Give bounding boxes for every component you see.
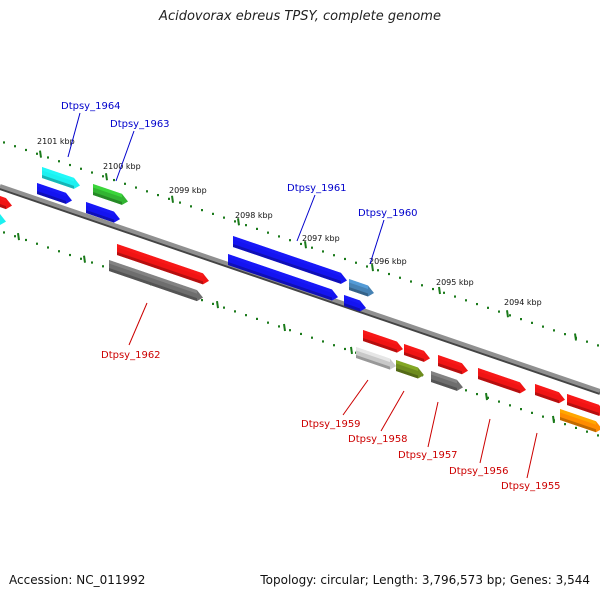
gene-arrow-dtpsy-1957-shadow [431,379,457,391]
gene-arrow-left-edge-red-highlight [0,196,6,202]
major-tick [83,255,86,263]
major-tick [350,346,353,355]
gene-arrow-dtpsy-1957-highlight [431,371,457,384]
gene-arrow-blue-b-shadow [86,210,114,223]
gene-arrow-red-f-highlight [567,394,599,409]
kbp-label-2100: 2100 kbp [103,162,141,171]
gene-arrow-gray-long-highlight [109,260,197,294]
gene-arrow-dtpsy-1955-highlight [560,409,596,425]
gene-label-dtpsy-1964[interactable]: Dtpsy_1964 [61,101,121,112]
gene-arrow-gray-long-shadow [109,268,197,302]
major-tick [506,310,509,318]
gene-arrow-red-d-highlight [478,368,520,386]
kbp-label-2098: 2098 kbp [235,211,273,220]
leader-line [296,194,316,242]
kbp-label-2101: 2101 kbp [37,137,75,146]
major-tick [39,150,42,158]
gene-arrow-red-c-highlight [438,355,462,367]
leader-line [380,390,405,432]
gene-arrow-dtpsy-1955-shadow [560,417,596,433]
accession-label: Accession: NC_011992 [9,573,146,587]
leader-line [369,219,385,265]
kbp-label-2099: 2099 kbp [169,186,207,195]
kbp-label-2095: 2095 kbp [436,278,474,287]
major-tick [105,173,108,181]
gene-arrow-dtpsy-1959-shadow [356,355,390,370]
gene-arrow-red-c-shadow [438,363,462,375]
kbp-label-2094: 2094 kbp [504,298,542,307]
gene-arrow-dtpsy-1961-highlight [233,236,341,277]
gene-arrow-dtpsy-1963-highlight [93,184,122,198]
topology-label: Topology: circular; Length: 3,796,573 bp… [260,573,590,587]
gene-label-dtpsy-1963[interactable]: Dtpsy_1963 [110,119,170,130]
gene-label-dtpsy-1955[interactable]: Dtpsy_1955 [501,481,561,492]
gene-label-dtpsy-1962[interactable]: Dtpsy_1962 [101,350,161,361]
major-tick [171,195,174,203]
major-tick [485,392,488,401]
kbp-label-2097: 2097 kbp [302,234,340,243]
gene-label-dtpsy-1956[interactable]: Dtpsy_1956 [449,466,509,477]
gene-arrow-red-b-shadow [404,352,424,362]
gene-arrow-dtpsy-1962-shadow [117,252,203,285]
gene-arrow-red-f-shadow [567,402,599,416]
gene-arrow-red-e-highlight [535,384,559,396]
gene-arrow-blue-a-shadow [37,191,66,204]
gene-arrow-dtpsy-1958-shadow [396,368,418,379]
gene-arrow-red-a-shadow [363,338,397,353]
gene-arrow-red-b-highlight [404,344,424,355]
map-title: Acidovorax ebreus TPSY, complete genome [159,9,441,24]
leader-line [67,112,81,158]
gene-arrow-blue-b-highlight [86,202,114,216]
gene-arrow-dtpsy-1964-shadow [42,175,74,189]
major-tick [371,263,374,272]
major-tick [552,415,555,424]
gene-arrow-blue-a-highlight [37,183,66,197]
gene-label-dtpsy-1958[interactable]: Dtpsy_1958 [348,434,408,445]
major-tick [283,323,286,332]
gene-label-dtpsy-1960[interactable]: Dtpsy_1960 [358,208,418,219]
gene-label-dtpsy-1957[interactable]: Dtpsy_1957 [398,450,458,461]
gene-arrow-dtpsy-1958-highlight [396,360,418,372]
major-tick [17,233,20,241]
gene-arrow-left-edge-red-shadow [0,204,6,210]
gene-arrow-dtpsy-1960-shadow [349,287,368,297]
gene-arrow-dtpsy-1960-highlight [349,279,368,289]
leader-line [526,432,538,479]
gene-arrow-red-e-shadow [535,392,559,404]
gene-arrow-blue-d-highlight [344,295,360,304]
gene-label-dtpsy-1959[interactable]: Dtpsy_1959 [301,419,361,430]
leader-line [479,418,491,464]
gene-arrow-dtpsy-1961-shadow [233,244,341,284]
leader-line [342,379,369,416]
major-tick [216,301,219,309]
gene-label-dtpsy-1961[interactable]: Dtpsy_1961 [287,183,347,194]
gene-arrow-dtpsy-1964-highlight [42,167,74,182]
kbp-label-2096: 2096 kbp [369,257,407,266]
leader-line [128,302,148,346]
major-tick [574,333,577,341]
gene-arrow-blue-c-highlight [228,254,332,294]
leader-line [427,401,439,448]
major-tick [438,286,441,295]
major-tick [304,241,307,249]
major-tick [237,218,240,226]
gene-arrow-dtpsy-1963-shadow [93,192,122,205]
gene-arrow-dtpsy-1959-highlight [356,347,390,363]
gene-arrow-dtpsy-1962-highlight [117,244,203,277]
gene-arrow-left-edge-cyan[interactable] [0,212,6,226]
gene-arrow-red-a-highlight [363,330,397,346]
gene-arrow-blue-d-shadow [344,303,360,312]
leader-line [115,130,135,182]
gene-features [0,167,600,433]
gene-arrow-blue-c-shadow [228,262,332,301]
gene-arrow-red-d-shadow [478,376,520,394]
